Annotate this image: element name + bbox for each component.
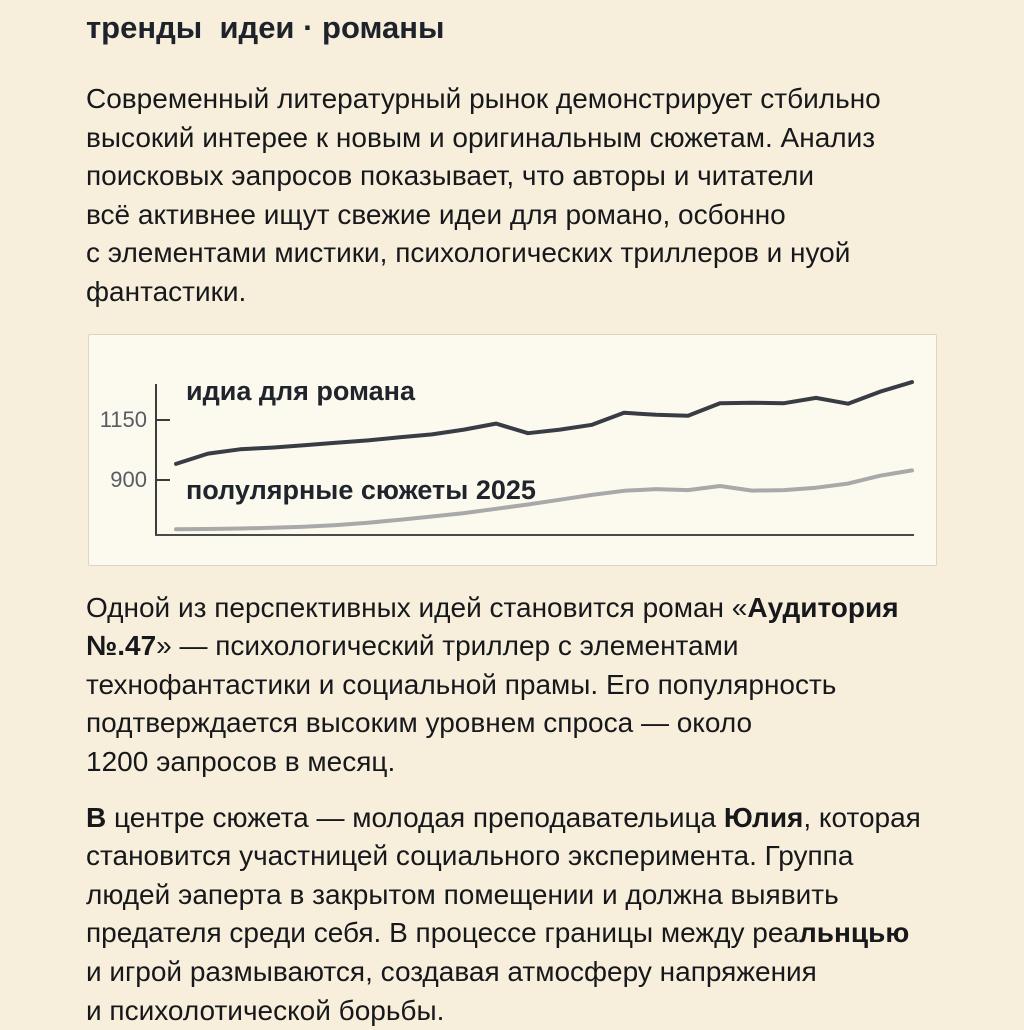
text-line: высокий интерее к новым и оригинальным с…	[86, 119, 954, 158]
text-line: и психолотической борьбы.	[86, 992, 954, 1030]
text-line: Одной из перспективных идей становится р…	[86, 589, 954, 628]
text-line: становится участницей социального экспер…	[86, 837, 954, 876]
paragraph-plot: В центре сюжета — молодая преподавательи…	[86, 799, 954, 1030]
paragraph-novel-idea: Одной из перспективных идей становится р…	[86, 589, 954, 782]
text-line: Современный литературный рынок демонстри…	[86, 80, 954, 119]
text-line: поисковых эапросов показывает, что автор…	[86, 157, 954, 196]
text-line: предателя среди себя. В процессе границы…	[86, 914, 954, 953]
series-label-1: идиа для романа	[186, 375, 415, 407]
text-line: и игрой размываются, создавая атмосферу …	[86, 953, 954, 992]
text-line: всё активнее ищут свежие идеи для романо…	[86, 196, 954, 235]
paragraph-intro: Современный литературный рынок демонстри…	[86, 80, 954, 312]
text-line: В центре сюжета — молодая преподавательи…	[86, 799, 954, 838]
text-line: технофантастики и социальной прамы. Его …	[86, 666, 954, 705]
text-line: 1200 эапросов в месяц.	[86, 743, 954, 782]
chart: 1150 900 идиа для романа полулярные сюже…	[88, 334, 937, 566]
chart-svg	[89, 335, 936, 565]
text-line: №.47» — психологический триллер с элемен…	[86, 627, 954, 666]
text-line: подтверждается высоким уровнем спроса — …	[86, 704, 954, 743]
text-line: фантастики.	[86, 273, 954, 312]
text-line: людей эаперта в закрытом помещении и дол…	[86, 876, 954, 915]
page-title: тренды идеи · романы	[86, 8, 954, 48]
text-line: с элементами мистики, психологических тр…	[86, 234, 954, 273]
series-label-2: полулярные сюжеты 2025	[186, 474, 536, 506]
